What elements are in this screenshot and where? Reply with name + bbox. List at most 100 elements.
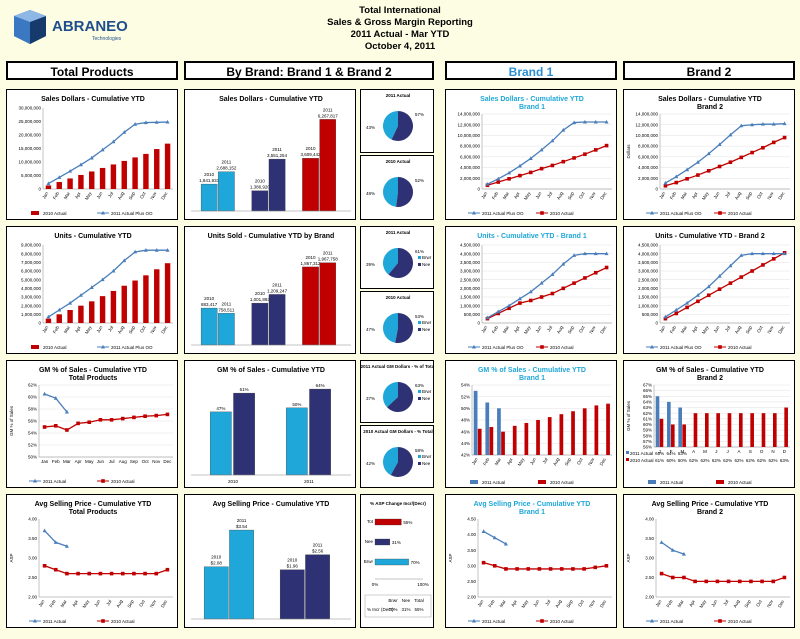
bar-year-label: 2011 bbox=[323, 107, 333, 112]
y-tick-label: 8,000,000 bbox=[21, 251, 42, 256]
legend-label: 2010 Actual bbox=[550, 480, 574, 485]
series-b-point bbox=[696, 300, 700, 304]
x-tick-label: Jul bbox=[544, 599, 551, 606]
chart-b2-gm: GM % of Sales - Cumulative YTDBrand 267%… bbox=[624, 361, 795, 488]
section-brand2: Brand 2 bbox=[623, 61, 795, 80]
bar-2011 bbox=[497, 408, 501, 455]
chart-total-sales: Sales Dollars - Cumulative YTD30,000,000… bbox=[7, 90, 178, 220]
bar-year-label: 2010 bbox=[211, 555, 222, 560]
y-tick-label: 0 bbox=[477, 187, 480, 192]
y-tick-label: 62% bbox=[643, 411, 652, 416]
bar-value-label: $3.54 bbox=[236, 524, 248, 529]
x-tick-label: Dec bbox=[777, 598, 786, 608]
series-b-point bbox=[507, 177, 511, 181]
pie-title: 2010 Actual GM Dollars - % Total bbox=[363, 429, 433, 434]
bar-value-label: 64% bbox=[316, 383, 325, 388]
series-b-point bbox=[110, 418, 114, 422]
bar-year-label: 2010 bbox=[255, 179, 266, 184]
legend-label: Brwr bbox=[422, 389, 432, 394]
series-b-point bbox=[551, 164, 555, 168]
x-tick-label: Sep bbox=[745, 191, 754, 201]
series-b-point bbox=[538, 567, 542, 571]
series-b-point bbox=[571, 567, 575, 571]
x-tick-label: 100% bbox=[417, 582, 429, 587]
bar-2010 bbox=[57, 314, 62, 323]
y-axis-label: Dollars bbox=[626, 144, 631, 159]
x-tick-label: M bbox=[703, 449, 707, 454]
y-axis-label: ASP bbox=[9, 553, 14, 562]
legend-label: 2011 Actual bbox=[43, 479, 66, 484]
y-tick-label: 46% bbox=[461, 429, 470, 434]
bar-2010 bbox=[671, 424, 675, 447]
series-b-point bbox=[572, 281, 576, 285]
x-tick-label: May bbox=[521, 598, 530, 609]
series-b-point bbox=[749, 580, 753, 584]
bar-2010 bbox=[143, 275, 148, 323]
series-b-point bbox=[87, 572, 91, 576]
series-b-point bbox=[515, 567, 519, 571]
legend-marker bbox=[718, 211, 722, 215]
x-tick-label: Oct bbox=[142, 459, 150, 464]
y-tick-label: 4,000,000 bbox=[638, 251, 659, 256]
bar-2010 bbox=[784, 408, 788, 447]
section-brand1: Brand 1 bbox=[445, 61, 617, 80]
bar-2011 bbox=[667, 402, 671, 447]
chart-brand-asp: Avg Selling Price - Cumulative YTD2010$2… bbox=[185, 495, 356, 628]
legend-marker bbox=[718, 619, 722, 623]
abraneo-logo-icon: ABRANEO Technologies bbox=[8, 8, 148, 48]
x-tick-label: Jan bbox=[471, 457, 479, 466]
bar-value-label: $2.08 bbox=[211, 561, 223, 566]
y-tick-label: 2.50 bbox=[28, 575, 37, 580]
chart-title: Sales Dollars - Cumulative YTD bbox=[41, 96, 145, 103]
y-tick-label: 1,000,000 bbox=[21, 312, 42, 317]
series-b-point bbox=[110, 572, 114, 576]
legend-label: Nee bbox=[422, 461, 431, 466]
series-b-point bbox=[605, 266, 609, 270]
bar-2010 bbox=[302, 158, 318, 211]
table-cell: 61% bbox=[655, 458, 664, 463]
y-tick-label: 3.50 bbox=[645, 536, 654, 541]
y-tick-label: 4,000,000 bbox=[21, 286, 42, 291]
x-tick-label: Sep bbox=[128, 191, 137, 201]
series-b-point bbox=[540, 295, 544, 299]
series-2011-line bbox=[48, 250, 167, 317]
bar-value-label: $2.56 bbox=[312, 549, 324, 554]
table-cell: 60% bbox=[678, 458, 687, 463]
y-tick-label: 62% bbox=[28, 383, 37, 388]
x-tick-label: Dec bbox=[599, 190, 608, 200]
x-tick-label: Sep bbox=[130, 459, 139, 464]
x-tick-label: Jun bbox=[534, 191, 542, 200]
bar-value-label: 50% bbox=[292, 402, 301, 407]
bar-2010 bbox=[100, 296, 105, 323]
y-tick-label: 3,000,000 bbox=[638, 269, 659, 274]
bar-2010 bbox=[728, 413, 732, 447]
legend-label: 2010 Actual bbox=[728, 345, 752, 350]
series-b-point bbox=[727, 580, 731, 584]
series-b-point bbox=[716, 580, 720, 584]
bar-value-label: 55% bbox=[403, 520, 412, 525]
legend-swatch bbox=[418, 455, 421, 458]
chart-brand-units: Units Sold - Cumulative YTD by Brand2010… bbox=[185, 227, 356, 354]
x-tick-label: Sep bbox=[745, 325, 754, 335]
y-tick-label: 14,000,000 bbox=[635, 112, 658, 117]
x-tick-label: Jan bbox=[476, 599, 484, 608]
legend-label: 2011 Actual Plus OO bbox=[660, 345, 702, 350]
x-tick-label: Sep bbox=[565, 599, 574, 609]
x-tick-label: Jan bbox=[658, 325, 666, 334]
legend-swatch bbox=[418, 263, 421, 266]
y-tick-label: 0 bbox=[38, 321, 41, 326]
y-tick-label: 0 bbox=[655, 321, 658, 326]
header-line4: October 4, 2011 bbox=[200, 41, 600, 53]
y-tick-label: 6,000,000 bbox=[638, 154, 659, 159]
x-tick-label: Feb bbox=[52, 325, 60, 335]
legend-label: 2010 Actual bbox=[550, 345, 574, 350]
chart-b2-units: Units - Cumulative YTD - Brand 24,500,00… bbox=[624, 227, 795, 354]
x-tick-label: Aug bbox=[117, 325, 126, 335]
x-tick-label: Sep bbox=[743, 599, 752, 609]
table-cell: 62% bbox=[768, 458, 777, 463]
x-tick-label: Sep bbox=[564, 457, 573, 467]
x-tick-label: Jun bbox=[95, 325, 103, 334]
chart-title: Units Sold - Cumulative YTD by Brand bbox=[208, 233, 335, 240]
legend-swatch bbox=[716, 480, 724, 484]
series-b-point bbox=[65, 572, 69, 576]
